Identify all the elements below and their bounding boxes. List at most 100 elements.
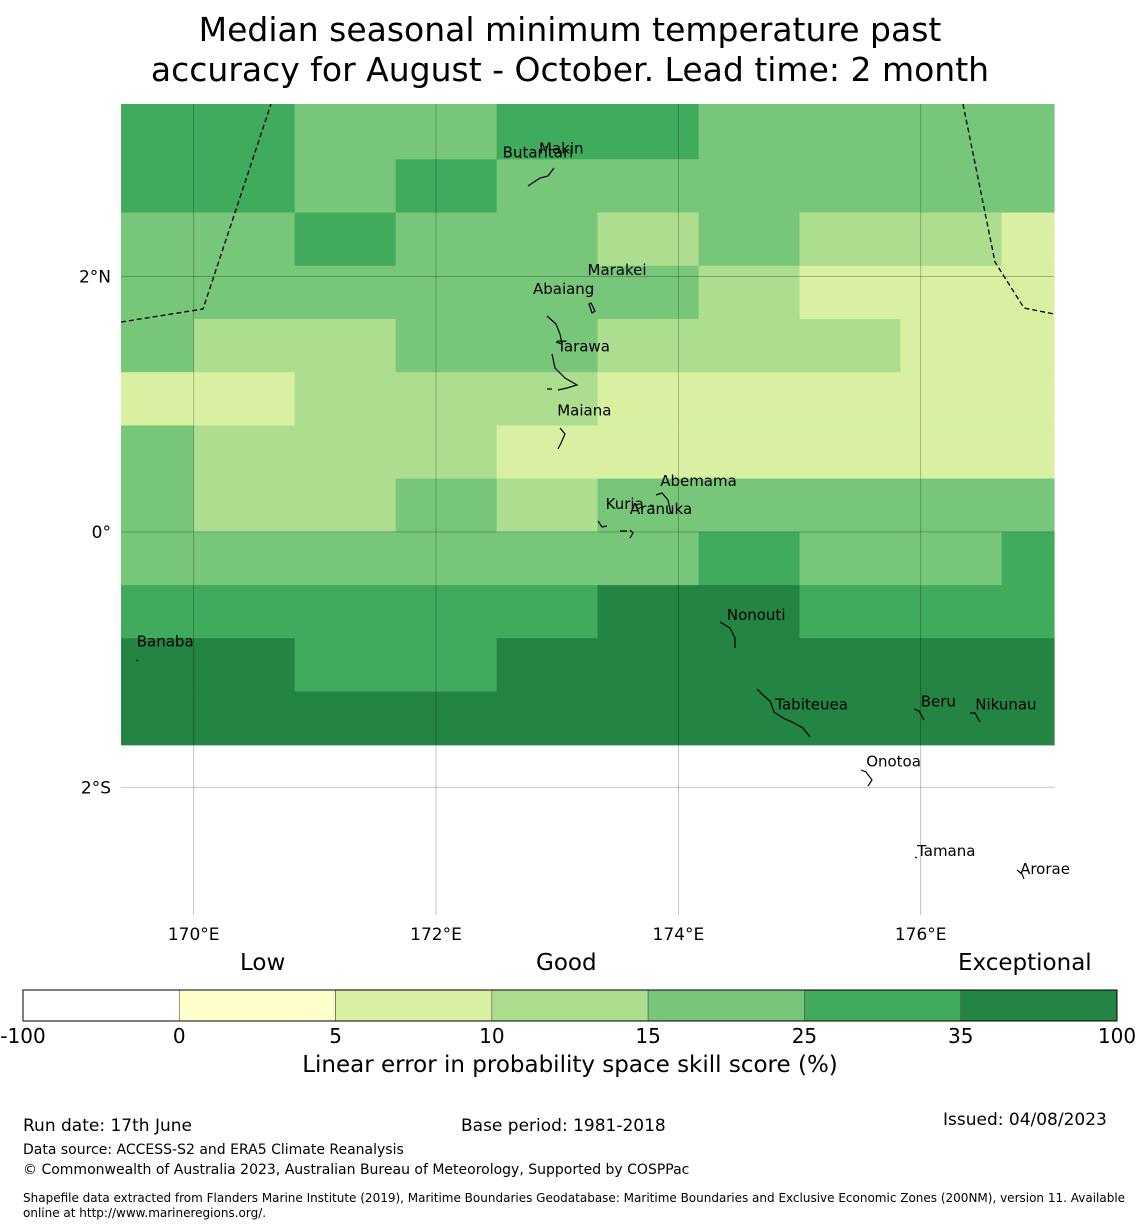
colorbar-segment: [491, 989, 649, 1022]
grid-cell: [597, 318, 700, 373]
run-date: Run date: 17th June: [23, 1116, 192, 1136]
grid-cell: [1001, 531, 1055, 586]
grid-cell: [597, 531, 700, 586]
grid-cell: [294, 372, 397, 427]
place-label-butaritari: Butaritari: [503, 144, 574, 162]
grid-cell: [395, 638, 498, 693]
place-label-abemama: Abemama: [660, 472, 737, 490]
grid-cell: [193, 372, 296, 427]
grid-cell: [395, 318, 498, 373]
grid-cell: [395, 212, 498, 267]
grid-cell: [294, 159, 397, 214]
grid-cell: [597, 478, 700, 533]
place-label-maiana: Maiana: [557, 402, 611, 420]
colorbar: -100 0 5 10 15 25 35 100: [0, 989, 1136, 1048]
grid-cell: [121, 265, 195, 320]
grid-cell: [294, 478, 397, 533]
grid-cell: [395, 691, 498, 746]
grid-cell: [698, 372, 801, 427]
category-exceptional: Exceptional: [958, 950, 1092, 976]
grid-cell: [395, 585, 498, 639]
place-label-makin: Makin: [539, 140, 584, 158]
colorbar-tick-label: 15: [635, 1024, 660, 1048]
place-label-kuria: Kuria: [606, 495, 644, 513]
grid-cell: [900, 425, 1003, 480]
grid-cell: [799, 531, 902, 586]
grid-cell: [193, 159, 296, 214]
island-tarawa: [551, 353, 579, 391]
island-arorae: [1016, 869, 1025, 880]
grid-cell: [698, 638, 801, 693]
island-beru: [913, 708, 925, 721]
colorbar-tick-label: 100: [1098, 1024, 1136, 1048]
colorbar-tick-label: 10: [479, 1024, 504, 1048]
colorbar-frame: [22, 989, 1118, 1022]
grid-cell: [597, 691, 700, 746]
title-line-1: Median seasonal minimum temperature past: [198, 10, 942, 49]
grid-cell: [496, 372, 599, 427]
grid-cell: [799, 478, 902, 533]
grid-cell: [121, 212, 195, 267]
grid-cell: [121, 425, 195, 480]
grid-cell: [121, 691, 195, 746]
grid-cell: [900, 265, 1003, 320]
grid-cell: [597, 159, 700, 214]
place-label-nikunau: Nikunau: [975, 695, 1036, 713]
grid-cell: [294, 212, 397, 267]
grid-cell: [698, 212, 801, 267]
data-source: Data source: ACCESS-S2 and ERA5 Climate …: [23, 1142, 404, 1158]
grid-cell: [395, 425, 498, 480]
grid-cell: [900, 585, 1003, 639]
grid-cell: [193, 691, 296, 746]
grid-cell: [294, 638, 397, 693]
grid-cell: [496, 691, 599, 746]
grid-cell: [294, 691, 397, 746]
grid-cell: [496, 638, 599, 693]
grid-cell: [496, 318, 599, 373]
colorbar-segment: [178, 989, 336, 1022]
grid-cell: [1001, 691, 1055, 746]
grid-cell: [294, 318, 397, 373]
grid-cell: [799, 318, 902, 373]
colorbar-label: Linear error in probability space skill …: [302, 1052, 838, 1078]
grid-cell: [1001, 212, 1055, 267]
grid-cell: [900, 531, 1003, 586]
grid-cell: [395, 159, 498, 214]
grid-cell: [1001, 159, 1055, 214]
grid-cell: [900, 372, 1003, 427]
place-label-beru: Beru: [921, 693, 956, 711]
grid-cell: [698, 585, 801, 639]
grid-cell: [698, 318, 801, 373]
island-nikunau: [970, 712, 981, 723]
grid-cell: [900, 318, 1003, 373]
grid-cell: [121, 585, 195, 639]
x-tick-label: 172°E: [410, 925, 462, 945]
issued-date: Issued: 04/08/2023: [943, 1110, 1107, 1130]
grid-cell: [1001, 585, 1055, 639]
place-label-tarawa: Tarawa: [556, 338, 610, 356]
island-makin: [518, 155, 522, 159]
category-low: Low: [240, 950, 286, 976]
grid-cell: [900, 159, 1003, 214]
grid-cell: [597, 265, 700, 320]
grid-cell: [496, 212, 599, 267]
grid-cell: [799, 585, 902, 639]
x-tick-label: 170°E: [168, 925, 220, 945]
colorbar-tick-label: 5: [329, 1024, 342, 1048]
place-label-banaba: Banaba: [137, 633, 194, 651]
grid-cell: [799, 638, 902, 693]
x-tick-label: 174°E: [653, 925, 705, 945]
grid-cell: [121, 478, 195, 533]
grid-cell: [193, 478, 296, 533]
grid-cell: [395, 478, 498, 533]
grid-cell: [597, 372, 700, 427]
grid-cell: [1001, 478, 1055, 533]
grid-cell: [294, 585, 397, 639]
island-banaba: [135, 659, 139, 662]
grid-cell: [193, 318, 296, 373]
grid-cell: [698, 531, 801, 586]
grid-cell: [1001, 265, 1055, 320]
grid-cell: [900, 212, 1003, 267]
place-label-nonouti: Nonouti: [727, 606, 786, 624]
